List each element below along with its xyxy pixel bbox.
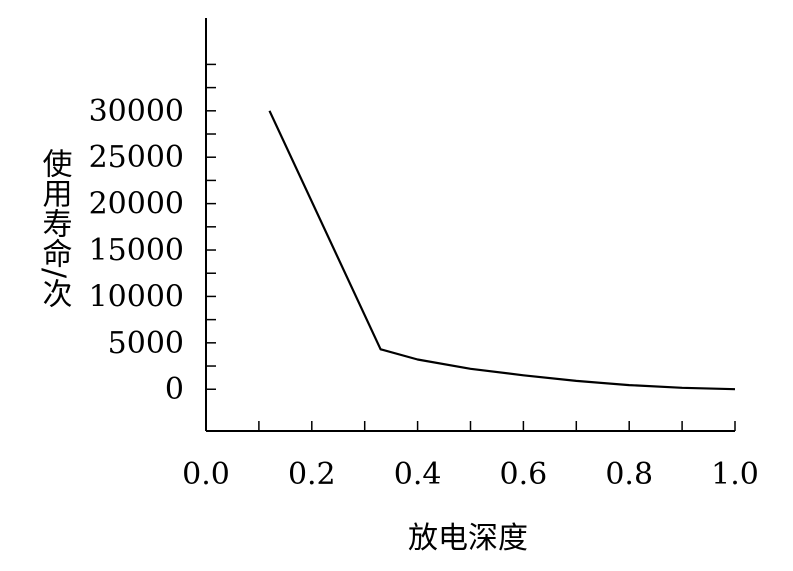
x-tick-label: 0.0	[182, 457, 230, 492]
y-tick-label: 30000	[89, 94, 184, 129]
y-ticks: 0 5000 10000 15000 20000 25000 30000	[89, 63, 216, 407]
x-tick-label: 0.2	[288, 457, 336, 492]
x-tick-label: 0.6	[500, 457, 548, 492]
y-tick-label: 15000	[89, 233, 184, 268]
y-tick-label: 20000	[89, 187, 184, 222]
x-axis-title: 放电深度	[408, 521, 528, 556]
y-tick-label: 0	[165, 372, 184, 407]
y-tick-label: 5000	[108, 326, 184, 361]
x-tick-label: 1.0	[711, 457, 759, 492]
y-tick-label: 10000	[89, 279, 184, 314]
series-line	[268, 110, 736, 391]
series-layer	[268, 110, 736, 391]
x-tick-label: 0.8	[605, 457, 653, 492]
y-tick-label: 25000	[89, 140, 184, 175]
x-ticks: 0.0 0.2 0.4 0.6 0.8 1.0	[182, 421, 759, 492]
x-tick-label: 0.4	[394, 457, 442, 492]
y-axis-title: 使用寿命/次	[37, 148, 73, 309]
